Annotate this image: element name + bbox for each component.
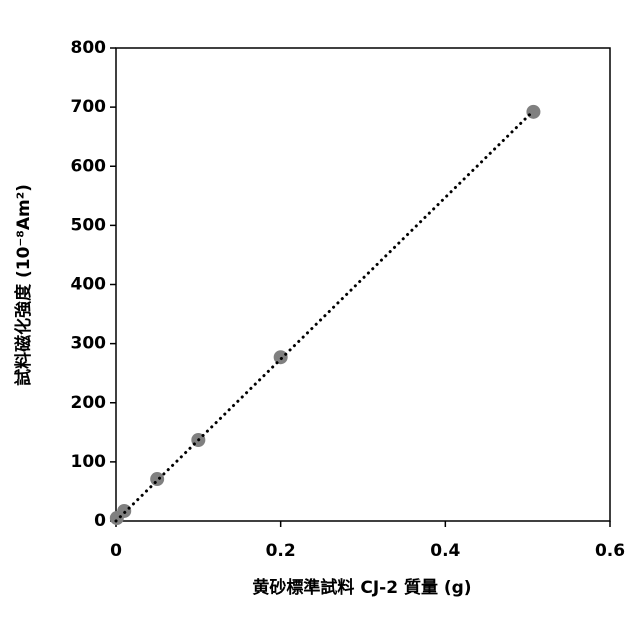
data-point <box>526 105 540 119</box>
trendline <box>116 111 533 521</box>
x-tick-label: 0 <box>110 541 122 561</box>
x-tick-label: 0.6 <box>595 541 625 561</box>
y-tick-label: 600 <box>71 156 107 176</box>
y-tick-label: 100 <box>71 452 107 472</box>
y-tick-label: 0 <box>94 511 106 531</box>
plot-frame <box>116 48 610 521</box>
y-tick-label: 500 <box>71 215 107 235</box>
y-tick-label: 200 <box>71 393 107 413</box>
y-tick-label: 300 <box>71 334 107 354</box>
chart: 黄砂標準試料 CJ-2 質量 (g) 試料磁化強度 (10⁻⁸Am²) 0 100… <box>0 0 640 640</box>
y-axis-label: 試料磁化強度 (10⁻⁸Am²) <box>13 184 34 386</box>
y-tick-label: 800 <box>71 38 107 58</box>
x-tick-label: 0.2 <box>266 541 296 561</box>
data-point <box>150 472 164 486</box>
y-tick-label: 400 <box>71 275 107 295</box>
x-axis-label: 黄砂標準試料 CJ-2 質量 (g) <box>252 577 471 598</box>
x-tick-label: 0.4 <box>430 541 460 561</box>
y-tick-label: 700 <box>71 97 107 117</box>
